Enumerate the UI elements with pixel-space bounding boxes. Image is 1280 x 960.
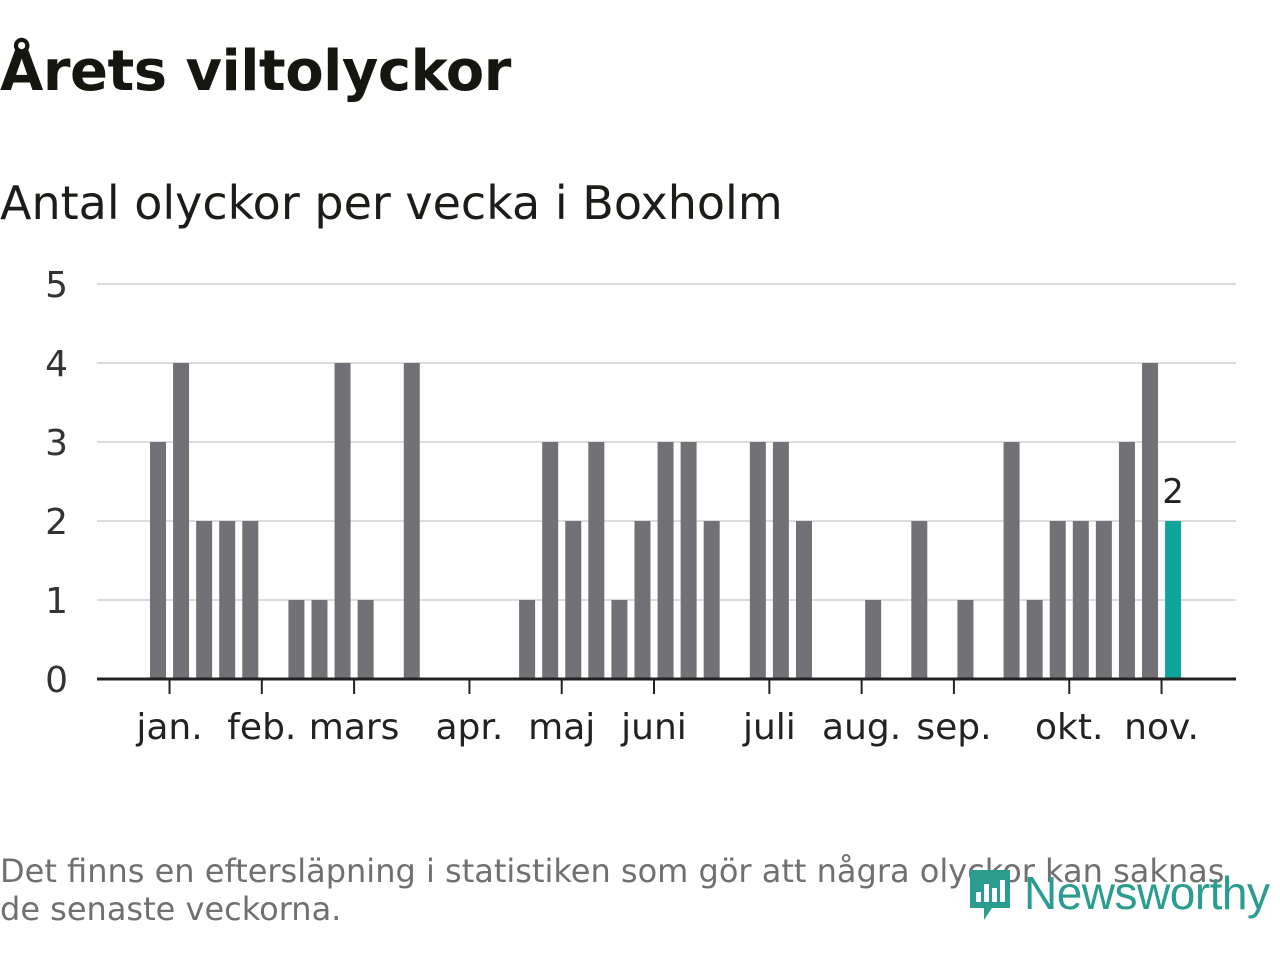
x-tick-label: apr. xyxy=(436,707,504,748)
chart-title: Årets viltolyckor xyxy=(0,39,511,104)
bar xyxy=(1003,442,1020,679)
bar xyxy=(311,600,328,679)
bar-highlighted xyxy=(1165,521,1182,679)
x-tick-label: mars xyxy=(309,707,400,748)
bar xyxy=(957,600,974,679)
bar xyxy=(1118,442,1135,679)
bar xyxy=(565,521,582,679)
bars: 2 xyxy=(150,363,1184,679)
bar xyxy=(150,442,166,679)
y-tick-label: 1 xyxy=(45,581,68,622)
bar xyxy=(173,363,190,679)
bar xyxy=(703,521,720,679)
bar xyxy=(911,521,928,679)
brand-logo[interactable]: Newsworthy xyxy=(964,858,1270,928)
bar xyxy=(1072,521,1089,679)
bar-chart: 0 1 2 3 4 5 2 jan. feb. mars apr. maj juni juli aug.… xyxy=(45,265,1236,748)
x-tick-label: juni xyxy=(620,707,687,748)
x-tick-label: maj xyxy=(528,707,595,748)
footnote: Det finns en eftersläpning i statistiken… xyxy=(0,852,1225,928)
bar xyxy=(680,442,697,679)
bar xyxy=(1142,363,1159,679)
bar xyxy=(795,521,812,679)
chart-subtitle: Antal olyckor per vecka i Boxholm xyxy=(0,176,783,230)
y-tick-label: 5 xyxy=(45,265,68,306)
bar xyxy=(865,600,882,679)
x-tick-label: jan. xyxy=(135,707,202,748)
bar xyxy=(749,442,766,679)
bar xyxy=(357,600,374,679)
bar xyxy=(196,521,213,679)
y-axis-ticks: 0 1 2 3 4 5 xyxy=(45,265,68,701)
bar xyxy=(611,600,628,679)
y-tick-label: 4 xyxy=(45,344,68,385)
bar xyxy=(634,521,651,679)
bar xyxy=(519,600,536,679)
x-tick-label: sep. xyxy=(916,707,991,748)
x-tick-label: okt. xyxy=(1035,707,1103,748)
bar xyxy=(657,442,674,679)
bar xyxy=(242,521,259,679)
x-tick-label: aug. xyxy=(822,707,901,748)
bar xyxy=(772,442,789,679)
bar xyxy=(588,442,605,679)
bar xyxy=(542,442,559,679)
bar xyxy=(1026,600,1043,679)
bar xyxy=(403,363,420,679)
x-tick-label: nov. xyxy=(1124,707,1199,748)
bar xyxy=(1049,521,1066,679)
x-tick-label: juli xyxy=(742,707,796,748)
y-tick-label: 2 xyxy=(45,502,68,543)
bar xyxy=(288,600,305,679)
newsworthy-icon xyxy=(970,870,1010,920)
bar xyxy=(1095,521,1112,679)
x-tick-label: feb. xyxy=(227,707,296,748)
y-tick-label: 0 xyxy=(45,660,68,701)
brand-name: Newsworthy xyxy=(1024,867,1270,919)
x-axis-ticks: jan. feb. mars apr. maj juni juli aug. sep. okt. n… xyxy=(135,679,1199,748)
y-tick-label: 3 xyxy=(45,423,68,464)
bar xyxy=(219,521,236,679)
bar-data-label: 2 xyxy=(1162,472,1184,512)
bar xyxy=(334,363,351,679)
